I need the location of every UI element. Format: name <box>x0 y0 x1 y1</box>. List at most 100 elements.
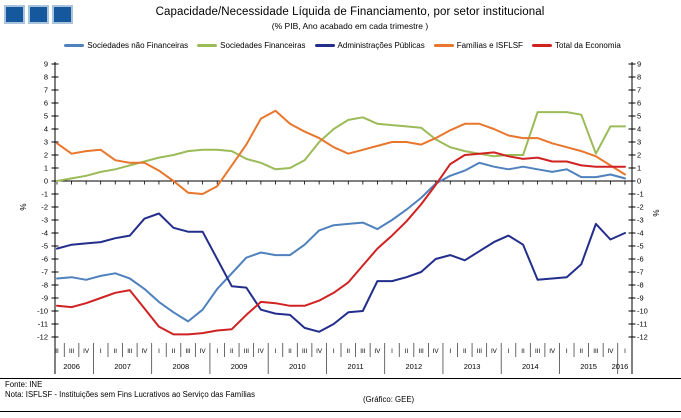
svg-text:-1: -1 <box>637 190 644 199</box>
svg-text:2013: 2013 <box>464 362 481 371</box>
legend-label: Famílias e ISFLSF <box>456 41 523 50</box>
svg-text:-7: -7 <box>41 268 48 277</box>
svg-text:II: II <box>521 348 525 355</box>
logo-square-icon <box>28 5 49 24</box>
svg-text:IV: IV <box>374 348 381 355</box>
svg-text:4: 4 <box>44 125 48 134</box>
legend-line-swatch <box>197 44 218 47</box>
legend-line-swatch <box>531 44 552 47</box>
svg-text:IV: IV <box>607 348 614 355</box>
svg-text:9: 9 <box>44 60 48 69</box>
svg-text:IV: IV <box>433 348 440 355</box>
footer-divider <box>0 378 681 379</box>
svg-text:I: I <box>158 348 160 355</box>
svg-text:1: 1 <box>637 164 641 173</box>
legend-label: Total da Economia <box>554 41 621 50</box>
legend-item: Sociedades Financeiras <box>197 41 306 50</box>
svg-text:-9: -9 <box>637 294 644 303</box>
svg-text:7: 7 <box>44 86 48 95</box>
svg-text:-10: -10 <box>637 307 648 316</box>
svg-text:%: % <box>652 209 661 216</box>
svg-text:-8: -8 <box>637 281 644 290</box>
svg-text:II: II <box>288 348 292 355</box>
legend-label: Sociedades Financeiras <box>220 41 306 50</box>
svg-text:IV: IV <box>83 348 90 355</box>
legend-item: Famílias e ISFLSF <box>433 41 523 50</box>
svg-text:II: II <box>347 348 351 355</box>
svg-text:-5: -5 <box>41 242 48 251</box>
svg-text:3: 3 <box>637 138 641 147</box>
credit-text: (Gráfico: GEE) <box>363 395 415 404</box>
svg-text:4: 4 <box>637 125 641 134</box>
svg-text:5: 5 <box>637 112 641 121</box>
svg-text:2015: 2015 <box>580 362 597 371</box>
svg-text:III: III <box>535 348 540 355</box>
svg-text:2009: 2009 <box>231 362 248 371</box>
svg-text:-11: -11 <box>637 320 647 329</box>
svg-text:-3: -3 <box>637 216 644 225</box>
svg-text:2006: 2006 <box>63 362 80 371</box>
svg-text:6: 6 <box>44 99 48 108</box>
svg-text:-2: -2 <box>41 203 48 212</box>
svg-text:-10: -10 <box>37 307 48 316</box>
svg-text:I: I <box>508 348 510 355</box>
chart-title: Capacidade/Necessidade Líquida de Financ… <box>155 6 545 18</box>
legend-item: Administrações Públicas <box>314 41 425 50</box>
svg-text:IV: IV <box>141 348 148 355</box>
svg-text:III: III <box>127 348 132 355</box>
logo-square-icon <box>4 5 25 24</box>
svg-text:%: % <box>19 203 28 210</box>
svg-text:-5: -5 <box>637 242 644 251</box>
legend-line-swatch <box>64 44 85 47</box>
svg-text:III: III <box>244 348 249 355</box>
svg-text:8: 8 <box>44 73 48 82</box>
svg-text:-2: -2 <box>637 203 644 212</box>
chart-subtitle: (% PIB, Ano acabado em cada trimestre ) <box>271 21 429 31</box>
svg-text:2008: 2008 <box>172 362 189 371</box>
svg-text:II: II <box>463 348 467 355</box>
svg-text:-11: -11 <box>38 320 48 329</box>
svg-text:III: III <box>593 348 598 355</box>
svg-text:II: II <box>580 348 584 355</box>
svg-text:0: 0 <box>44 177 48 186</box>
svg-text:-4: -4 <box>41 229 48 238</box>
svg-text:I: I <box>100 348 102 355</box>
svg-text:I: I <box>449 348 451 355</box>
svg-text:9: 9 <box>637 60 641 69</box>
svg-text:IV: IV <box>491 348 498 355</box>
legend-item: Total da Economia <box>531 41 621 50</box>
svg-text:2014: 2014 <box>522 362 539 371</box>
svg-text:III: III <box>418 348 423 355</box>
svg-text:-6: -6 <box>637 255 644 264</box>
svg-text:IV: IV <box>258 348 265 355</box>
svg-text:-12: -12 <box>37 333 48 342</box>
svg-text:III: III <box>302 348 307 355</box>
legend-item: Sociedades não Financeiras <box>64 41 188 50</box>
svg-text:-7: -7 <box>637 268 644 277</box>
legend-label: Sociedades não Financeiras <box>87 41 189 50</box>
svg-text:1: 1 <box>44 164 48 173</box>
svg-text:2: 2 <box>637 151 641 160</box>
logo <box>4 5 73 24</box>
svg-text:2: 2 <box>44 151 48 160</box>
svg-text:-9: -9 <box>41 294 48 303</box>
svg-text:-4: -4 <box>637 229 644 238</box>
svg-text:I: I <box>333 348 335 355</box>
svg-text:II: II <box>114 348 118 355</box>
svg-text:IV: IV <box>200 348 207 355</box>
svg-text:I: I <box>391 348 393 355</box>
svg-text:-8: -8 <box>41 281 48 290</box>
svg-text:III: III <box>69 348 74 355</box>
logo-square-icon <box>52 5 73 24</box>
svg-text:III: III <box>360 348 365 355</box>
svg-text:3: 3 <box>44 138 48 147</box>
svg-text:I: I <box>624 348 626 355</box>
svg-text:2016: 2016 <box>612 362 629 371</box>
legend-line-swatch <box>433 44 454 47</box>
svg-text:I: I <box>216 348 218 355</box>
svg-text:0: 0 <box>637 177 641 186</box>
legend: Sociedades não Financeiras Sociedades Fi… <box>30 41 655 50</box>
svg-text:2010: 2010 <box>289 362 306 371</box>
